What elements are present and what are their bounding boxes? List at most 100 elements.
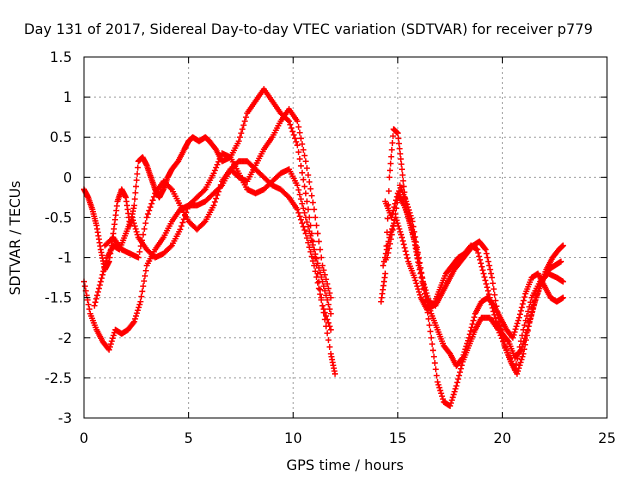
data-point-marker	[437, 387, 444, 394]
data-point-marker	[385, 238, 392, 245]
data-point-marker	[401, 244, 408, 251]
data-point-marker	[418, 270, 425, 277]
data-point-marker	[296, 155, 303, 162]
data-point-marker	[488, 270, 495, 277]
data-point-marker	[400, 177, 407, 184]
data-point-marker	[394, 220, 401, 227]
data-point-marker	[416, 259, 423, 266]
data-point-marker	[139, 288, 146, 295]
data-point-marker	[131, 196, 138, 203]
data-point-marker	[471, 314, 478, 321]
data-point-marker	[85, 301, 92, 308]
data-point-marker	[323, 276, 330, 283]
axis-ticks	[83, 56, 608, 419]
data-point-marker	[481, 274, 488, 281]
data-point-marker	[465, 334, 472, 341]
x-tick-label: 20	[493, 431, 511, 447]
data-point-marker	[103, 257, 110, 264]
data-point-marker	[456, 369, 463, 376]
data-point-marker	[213, 164, 220, 171]
data-point-marker	[326, 290, 333, 297]
data-point-marker	[312, 214, 319, 221]
data-point-marker	[488, 301, 495, 308]
data-point-marker	[419, 275, 426, 282]
data-point-marker	[318, 274, 325, 281]
data-point-marker	[309, 199, 316, 206]
data-point-marker	[491, 291, 498, 298]
data-point-marker	[531, 299, 538, 306]
data-point-marker	[301, 227, 308, 234]
data-point-marker	[107, 341, 114, 348]
data-point-marker	[403, 251, 410, 258]
data-point-marker	[313, 255, 320, 262]
data-point-marker	[95, 285, 102, 292]
data-point-marker	[525, 323, 532, 330]
data-point-marker	[106, 346, 113, 353]
data-point-marker	[504, 337, 511, 344]
grid-lines	[84, 57, 607, 418]
data-point-marker	[296, 129, 303, 136]
data-point-marker	[309, 257, 316, 264]
data-point-marker	[510, 331, 517, 338]
data-point-marker	[478, 263, 485, 270]
data-point-marker	[509, 334, 516, 341]
data-point-marker	[458, 355, 465, 362]
data-point-marker	[462, 346, 469, 353]
data-point-marker	[466, 331, 473, 338]
data-point-marker	[427, 328, 434, 335]
data-point-marker	[290, 131, 297, 138]
data-point-marker	[109, 335, 116, 342]
data-point-marker	[146, 207, 153, 214]
data-point-marker	[520, 341, 527, 348]
data-point-marker	[133, 228, 140, 235]
data-point-marker	[484, 284, 491, 291]
data-point-marker	[215, 158, 222, 165]
data-point-marker	[384, 215, 391, 222]
data-point-marker	[404, 255, 411, 262]
data-point-marker	[455, 376, 462, 383]
data-point-marker	[386, 174, 393, 181]
data-point-marker	[101, 264, 108, 271]
data-point-marker	[386, 234, 393, 241]
data-point-marker	[307, 232, 314, 239]
data-point-marker	[380, 262, 387, 269]
data-point-marker	[381, 254, 388, 261]
data-point-marker	[475, 249, 482, 256]
data-point-marker	[468, 324, 475, 331]
data-point-marker	[388, 153, 395, 160]
data-point-marker	[487, 266, 494, 273]
data-point-marker	[320, 283, 327, 290]
data-point-marker	[134, 307, 141, 314]
data-point-marker	[461, 349, 468, 356]
data-point-marker	[520, 338, 527, 345]
data-point-marker	[521, 322, 528, 329]
data-point-marker	[486, 262, 493, 269]
data-point-marker	[132, 189, 139, 196]
data-point-marker	[308, 192, 315, 199]
data-point-marker	[406, 209, 413, 216]
data-point-marker	[326, 323, 333, 330]
data-point-marker	[107, 343, 114, 350]
data-point-marker	[529, 306, 536, 313]
data-point-marker	[98, 275, 105, 282]
data-point-marker	[296, 191, 303, 198]
data-point-marker	[325, 319, 332, 326]
data-point-marker	[428, 334, 435, 341]
data-point-marker	[420, 280, 427, 287]
data-point-marker	[514, 370, 521, 377]
data-point-marker	[557, 258, 564, 265]
data-point-marker	[422, 293, 429, 300]
data-point-marker	[306, 178, 313, 185]
data-point-marker	[299, 200, 306, 207]
data-point-marker	[138, 237, 145, 244]
data-point-marker	[326, 306, 333, 313]
data-point-marker	[528, 313, 535, 320]
data-point-marker	[409, 218, 416, 225]
y-tick-label: 1	[63, 90, 72, 106]
data-point-marker	[381, 258, 388, 265]
data-point-marker	[395, 140, 402, 147]
data-point-marker	[294, 142, 301, 149]
data-point-marker	[526, 303, 533, 310]
data-point-marker	[323, 292, 330, 299]
data-point-marker	[485, 291, 492, 298]
